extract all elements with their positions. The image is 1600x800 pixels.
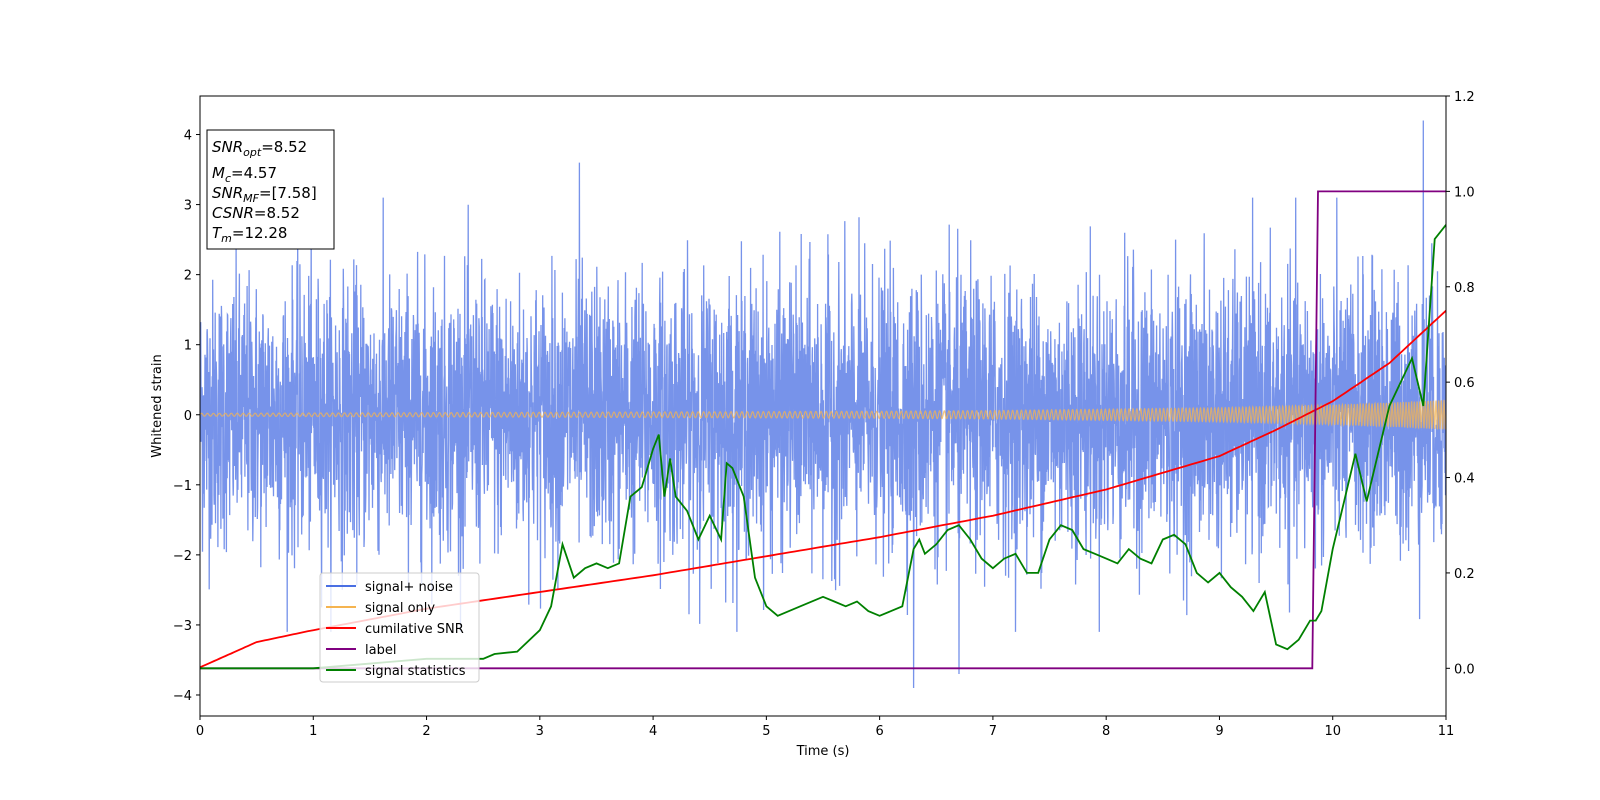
y-axis-label: Whitened strain [150, 354, 165, 457]
legend-label-cumulative-snr: cumilative SNR [365, 622, 464, 637]
signal-plus-noise-line [200, 120, 1446, 689]
signal-plus-noise-series [200, 120, 1446, 689]
x-tick-label: 2 [422, 724, 430, 739]
y-left-tick-label: −1 [173, 479, 192, 494]
y-right-tick-label: 0.0 [1454, 662, 1475, 677]
y-left-tick-label: −4 [173, 689, 192, 704]
y-right-tick-label: 0.6 [1454, 376, 1475, 391]
y-left-tick-label: 2 [184, 269, 192, 284]
legend-label-signal-statistics: signal statistics [365, 664, 466, 679]
y-right-tick-label: 0.4 [1454, 472, 1475, 487]
y-left-tick-label: 0 [184, 409, 192, 424]
x-tick-label: 11 [1438, 724, 1455, 739]
legend: signal+ noise signal only cumilative SNR… [319, 572, 480, 683]
legend-label-label: label [365, 643, 396, 658]
snr-mf-annotation: SNRMF=[7.58] [212, 184, 317, 205]
x-tick-label: 4 [649, 724, 657, 739]
y-left-tick-label: −3 [173, 619, 192, 634]
plot-frame [199, 95, 1447, 717]
y-right-tick-label: 1.0 [1454, 185, 1475, 200]
x-tick-label: 0 [196, 724, 204, 739]
x-tick-label: 8 [1102, 724, 1110, 739]
y-left-tick-label: 4 [184, 129, 192, 144]
label-line [200, 190, 1446, 670]
legend-label-signal-noise: signal+ noise [365, 580, 453, 595]
x-tick-label: 10 [1324, 724, 1341, 739]
csnr-annotation: CSNR=8.52 [212, 204, 300, 222]
x-tick-label: 3 [536, 724, 544, 739]
y-right-tick-label: 0.8 [1454, 281, 1475, 296]
axes: 0 1 2 3 4 5 6 7 8 9 10 11 −4 −3 −2 −1 0 1 2 3 4 0.0 0.2 0.4 0.6 0… [173, 90, 1475, 739]
legend-label-signal-only: signal only [365, 601, 435, 616]
y-left-tick-label: 1 [184, 339, 192, 354]
y-right-tick-label: 1.2 [1454, 90, 1475, 105]
x-tick-label: 5 [762, 724, 770, 739]
y-left-tick-label: −2 [173, 549, 192, 564]
x-axis-label: Time (s) [796, 744, 850, 759]
tm-annotation: Tm=12.28 [212, 224, 287, 245]
x-tick-label: 1 [309, 724, 317, 739]
y-right-tick-label: 0.2 [1454, 567, 1475, 582]
mc-annotation: Mc=4.57 [212, 164, 277, 185]
stats-annotation-box: SNRopt=8.52 Mc=4.57 SNRMF=[7.58] CSNR=8.… [206, 129, 335, 250]
signal-statistics-line [200, 224, 1446, 670]
signal-only-series [200, 399, 1446, 431]
y-left-tick-label: 3 [184, 199, 192, 214]
legend-frame [319, 572, 480, 683]
x-tick-label: 9 [1215, 724, 1223, 739]
snr-opt-annotation: SNRopt=8.52 [212, 138, 307, 159]
x-tick-label: 6 [875, 724, 883, 739]
x-tick-label: 7 [989, 724, 997, 739]
signal-only-line [200, 399, 1446, 431]
